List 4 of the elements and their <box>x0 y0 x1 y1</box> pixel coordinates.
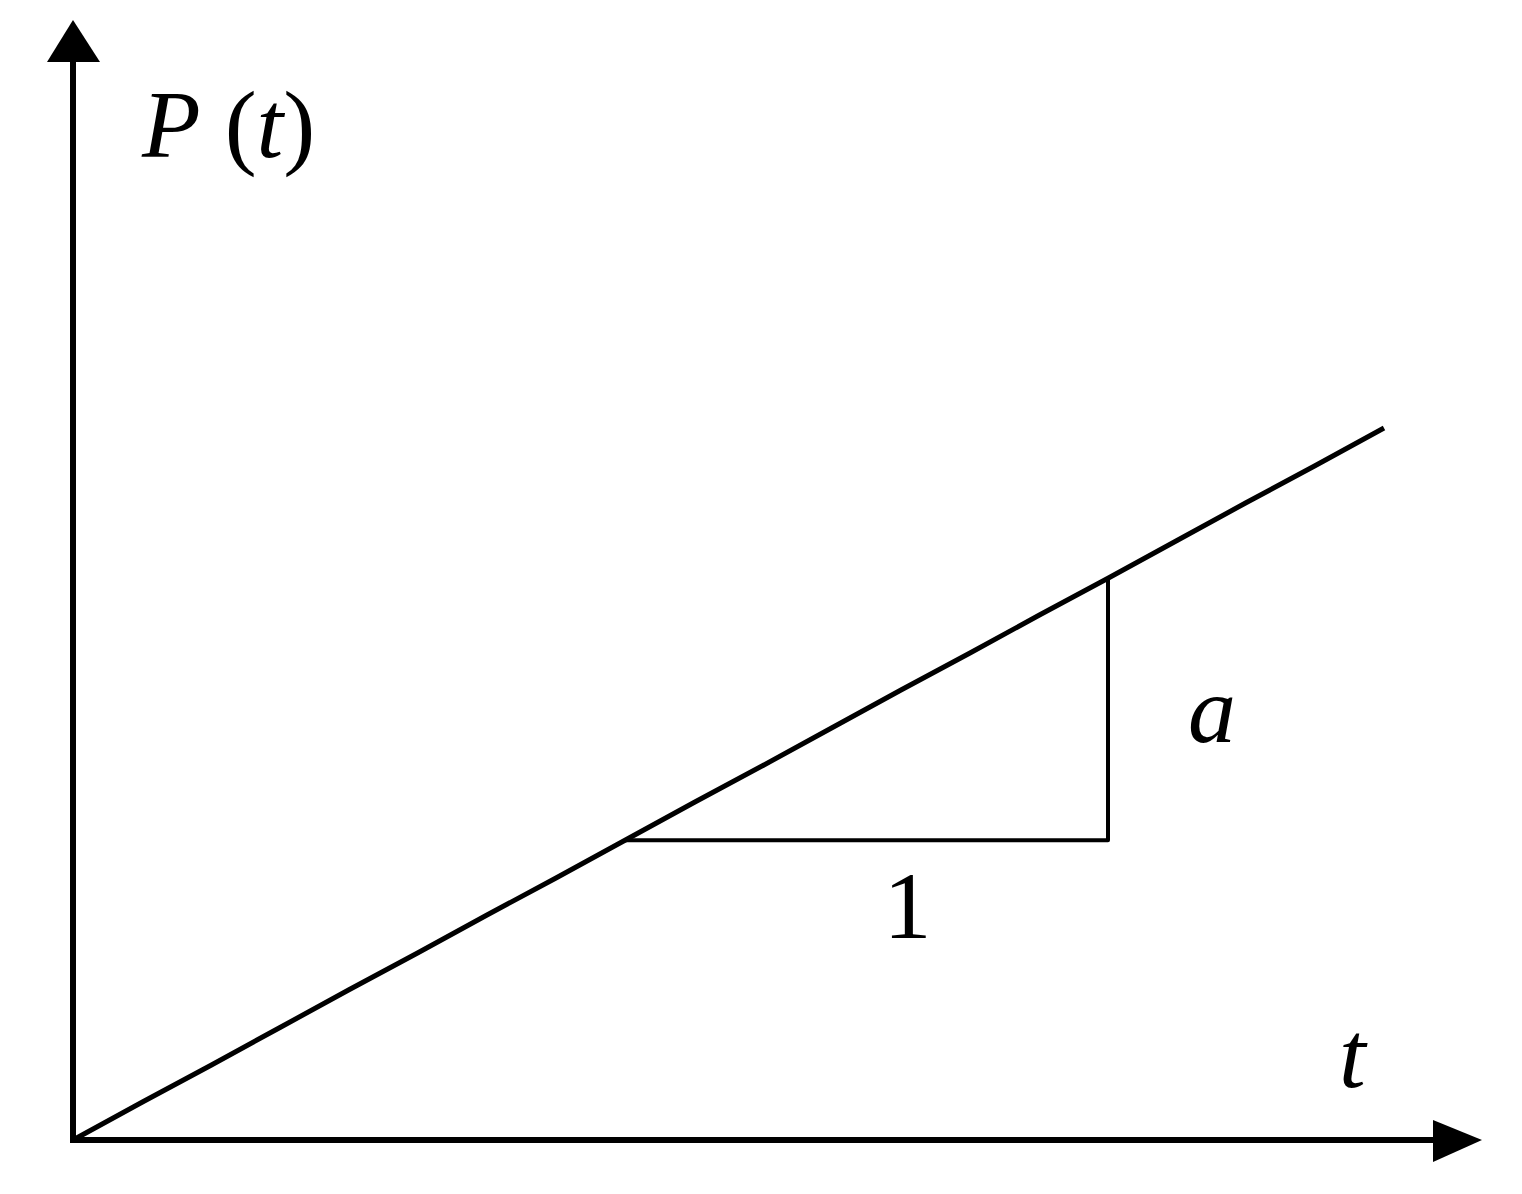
annotation: a <box>1188 656 1236 764</box>
x-axis-title: t <box>1339 1001 1368 1108</box>
annotation: 1 <box>883 852 932 960</box>
y-axis-title: P (t) <box>141 71 316 178</box>
